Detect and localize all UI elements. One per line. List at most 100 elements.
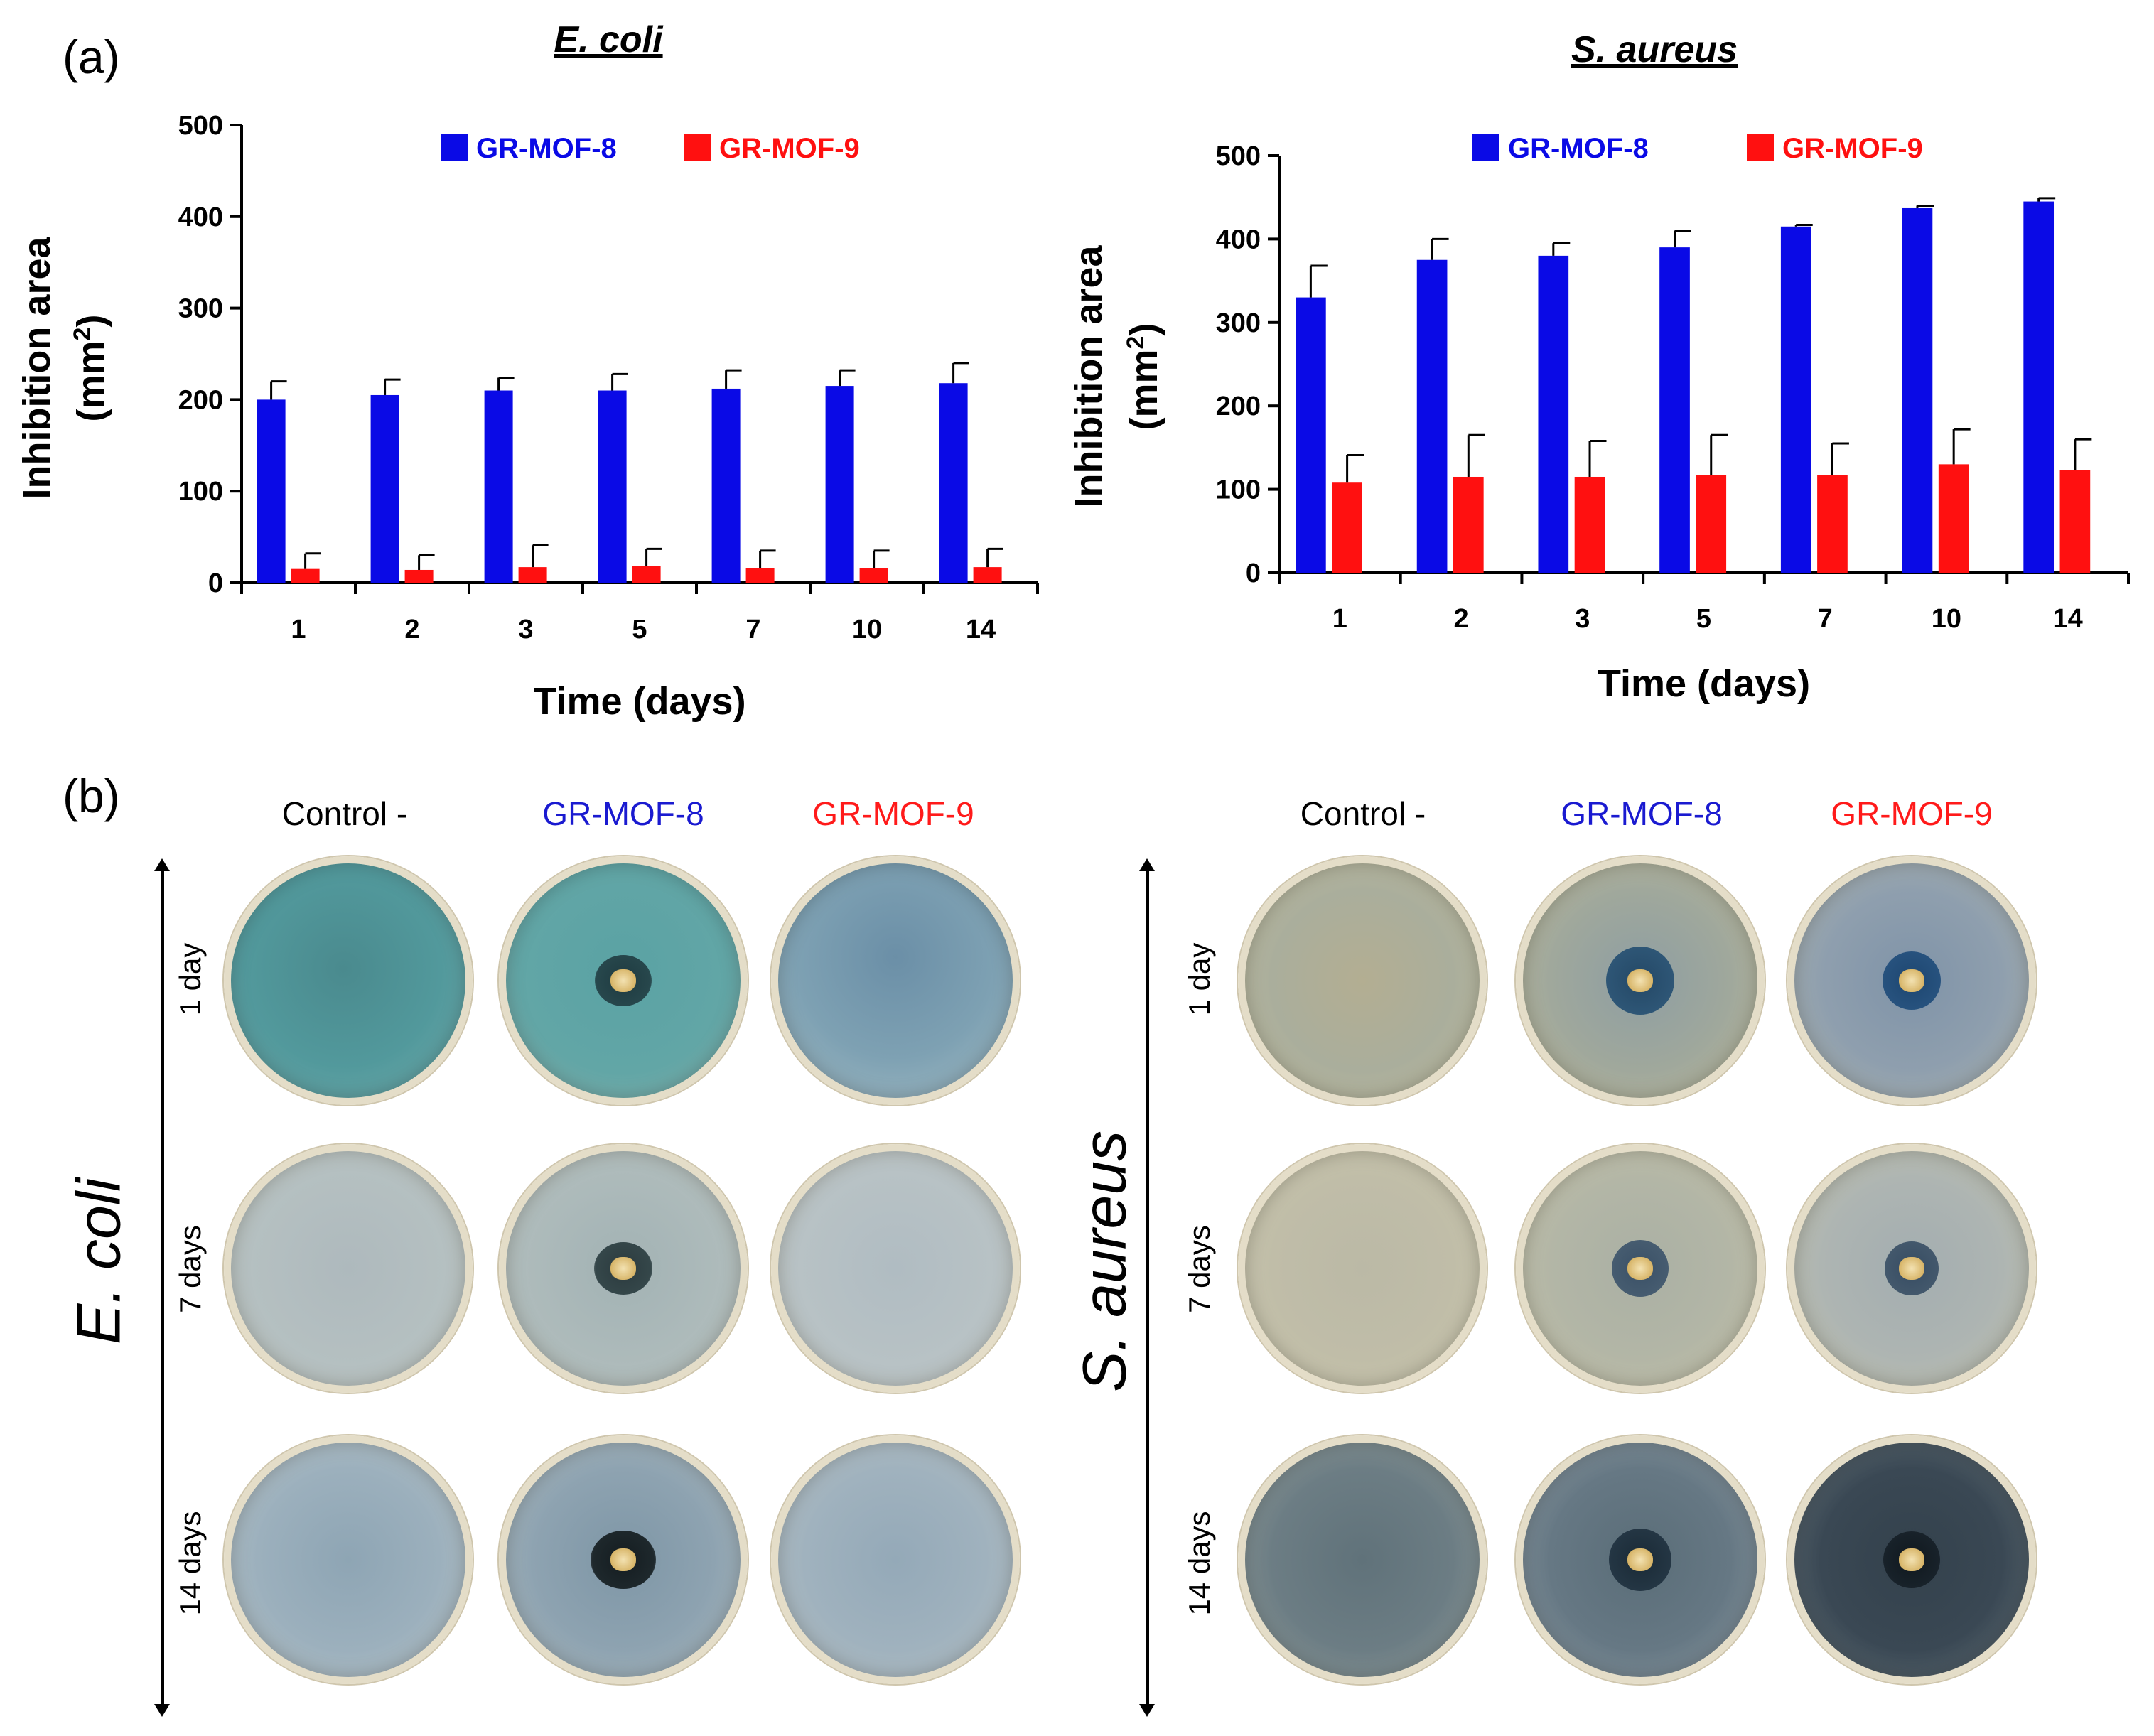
x-tick-label-s-aureus-2: 2 xyxy=(1454,604,1469,634)
x-tick-label-s-aureus-14: 14 xyxy=(2053,604,2083,634)
column-header-gr-mof-8-ecoli: GR-MOF-8 xyxy=(542,795,704,832)
bar-e-coli-gr-mof-9-day-3 xyxy=(518,567,547,583)
plate-ecoli-gr-mof-9-14-days xyxy=(771,1435,1020,1684)
bar-s-aureus-gr-mof-9-day-3 xyxy=(1574,476,1605,573)
mof-disc xyxy=(1627,1548,1653,1571)
bar-e-coli-gr-mof-8-day-1 xyxy=(257,399,286,583)
legend-label-s-aureus-gr-mof-8: GR-MOF-8 xyxy=(1508,133,1649,164)
panel-b-label: (b) xyxy=(63,770,120,822)
y-tick-label-s-aureus-300: 300 xyxy=(1216,308,1261,338)
plate-saureus-control-7-days xyxy=(1238,1144,1487,1393)
bar-s-aureus-gr-mof-8-day-10 xyxy=(1902,207,1933,573)
plate-ecoli-gr-mof-8-7-days xyxy=(499,1144,748,1393)
plate-ecoli-gr-mof-8-1-day xyxy=(499,856,748,1105)
y-tick-label-e-coli-300: 300 xyxy=(178,294,223,324)
legend-swatch-s-aureus-gr-mof-9 xyxy=(1747,134,1774,161)
column-header-gr-mof-9-saureus: GR-MOF-9 xyxy=(1831,795,1993,832)
y-tick-label-e-coli-0: 0 xyxy=(208,568,223,598)
bar-s-aureus-gr-mof-8-day-1 xyxy=(1296,297,1326,573)
x-tick-label-e-coli-14: 14 xyxy=(966,615,996,645)
bar-e-coli-gr-mof-8-day-2 xyxy=(370,394,399,583)
organism-label-ecoli: E. coli xyxy=(65,1177,134,1345)
mof-disc xyxy=(1899,969,1924,992)
bar-e-coli-gr-mof-8-day-10 xyxy=(825,386,854,583)
x-tick-label-e-coli-10: 10 xyxy=(852,615,882,645)
y-tick-label-s-aureus-0: 0 xyxy=(1246,559,1261,588)
bar-s-aureus-gr-mof-9-day-1 xyxy=(1332,482,1362,573)
legend-swatch-e-coli-gr-mof-8 xyxy=(441,134,468,161)
plate-ecoli-gr-mof-9-7-days xyxy=(771,1144,1020,1393)
y-tick-label-e-coli-500: 500 xyxy=(178,111,223,141)
column-header-gr-mof-8-saureus: GR-MOF-8 xyxy=(1561,795,1723,832)
bar-e-coli-gr-mof-9-day-7 xyxy=(745,568,775,583)
legend-swatch-s-aureus-gr-mof-8 xyxy=(1472,134,1499,161)
bar-s-aureus-gr-mof-8-day-14 xyxy=(2023,201,2055,573)
time-label-saureus-7-days: 7 days xyxy=(1183,1225,1216,1313)
time-label-ecoli-1-day: 1 day xyxy=(173,942,207,1016)
time-arrow-saureus xyxy=(1139,858,1155,1717)
column-header-control-saureus: Control - xyxy=(1300,795,1426,832)
y-tick-label-s-aureus-100: 100 xyxy=(1216,475,1261,505)
y-tick-label-s-aureus-400: 400 xyxy=(1216,225,1261,254)
plate-ecoli-gr-mof-9-1-day xyxy=(771,856,1020,1105)
mof-disc xyxy=(610,1548,636,1571)
bar-e-coli-gr-mof-8-day-5 xyxy=(598,390,627,583)
x-tick-label-s-aureus-1: 1 xyxy=(1332,604,1347,634)
mof-disc xyxy=(610,969,636,992)
chart-title-ecoli: E. coli xyxy=(554,19,663,60)
time-label-ecoli-7-days: 7 days xyxy=(173,1225,207,1313)
y-axis-unit-e-coli: (mm2) xyxy=(69,315,112,422)
y-tick-label-e-coli-100: 100 xyxy=(178,477,223,507)
time-label-saureus-14-days: 14 days xyxy=(1183,1511,1216,1616)
x-tick-label-e-coli-1: 1 xyxy=(291,615,306,645)
time-label-ecoli-14-days: 14 days xyxy=(173,1511,207,1616)
bar-s-aureus-gr-mof-9-day-5 xyxy=(1696,475,1727,573)
x-tick-label-s-aureus-3: 3 xyxy=(1575,604,1590,634)
mof-disc xyxy=(1899,1257,1924,1280)
plate-saureus-gr-mof-8-7-days xyxy=(1516,1144,1765,1393)
time-arrow-ecoli xyxy=(154,858,170,1717)
legend-label-s-aureus-gr-mof-9: GR-MOF-9 xyxy=(1782,133,1923,164)
bar-s-aureus-gr-mof-9-day-10 xyxy=(1938,464,1969,573)
y-axis-label-s-aureus: Inhibition area xyxy=(1067,245,1110,508)
panel-a-label: (a) xyxy=(63,31,120,83)
plate-ecoli-gr-mof-8-14-days xyxy=(499,1435,748,1684)
plate-saureus-gr-mof-9-7-days xyxy=(1787,1144,2036,1393)
mof-disc xyxy=(1627,1257,1653,1280)
legend-swatch-e-coli-gr-mof-9 xyxy=(684,134,711,161)
bar-s-aureus-gr-mof-8-day-2 xyxy=(1416,259,1448,573)
x-axis-label-s-aureus: Time (days) xyxy=(1598,662,1810,705)
y-tick-label-s-aureus-200: 200 xyxy=(1216,392,1261,421)
mof-disc xyxy=(610,1257,636,1280)
x-tick-label-e-coli-7: 7 xyxy=(745,615,760,645)
plate-saureus-control-14-days xyxy=(1238,1435,1487,1684)
plate-saureus-gr-mof-8-1-day xyxy=(1516,856,1765,1105)
bar-s-aureus-gr-mof-8-day-7 xyxy=(1780,226,1811,573)
mof-disc xyxy=(1627,969,1653,992)
plate-ecoli-control-1-day xyxy=(224,856,473,1105)
x-tick-label-e-coli-3: 3 xyxy=(518,615,533,645)
bar-e-coli-gr-mof-9-day-5 xyxy=(632,566,661,583)
y-tick-label-e-coli-400: 400 xyxy=(178,203,223,232)
x-tick-label-e-coli-2: 2 xyxy=(404,615,419,645)
plate-saureus-gr-mof-9-14-days xyxy=(1787,1435,2036,1684)
time-label-saureus-1-day: 1 day xyxy=(1183,942,1216,1016)
plate-saureus-gr-mof-9-1-day xyxy=(1787,856,2036,1105)
plate-saureus-gr-mof-8-14-days xyxy=(1516,1435,1765,1684)
column-header-control-ecoli: Control - xyxy=(281,795,408,832)
bar-s-aureus-gr-mof-9-day-7 xyxy=(1817,475,1848,573)
legend-label-e-coli-gr-mof-8: GR-MOF-8 xyxy=(476,133,617,164)
bar-s-aureus-gr-mof-8-day-3 xyxy=(1538,255,1569,573)
x-tick-label-s-aureus-10: 10 xyxy=(1932,604,1961,634)
y-tick-label-e-coli-200: 200 xyxy=(178,385,223,415)
bar-e-coli-gr-mof-9-day-14 xyxy=(973,567,1002,583)
mof-disc xyxy=(1899,1548,1924,1571)
chart-title-saureus: S. aureus xyxy=(1571,29,1738,70)
bar-e-coli-gr-mof-9-day-1 xyxy=(291,568,320,583)
x-axis-label-e-coli: Time (days) xyxy=(533,680,745,723)
x-tick-label-e-coli-5: 5 xyxy=(632,615,647,645)
legend-label-e-coli-gr-mof-9: GR-MOF-9 xyxy=(719,133,860,164)
y-tick-label-s-aureus-500: 500 xyxy=(1216,141,1261,171)
y-axis-label-e-coli: Inhibition area xyxy=(16,237,58,500)
